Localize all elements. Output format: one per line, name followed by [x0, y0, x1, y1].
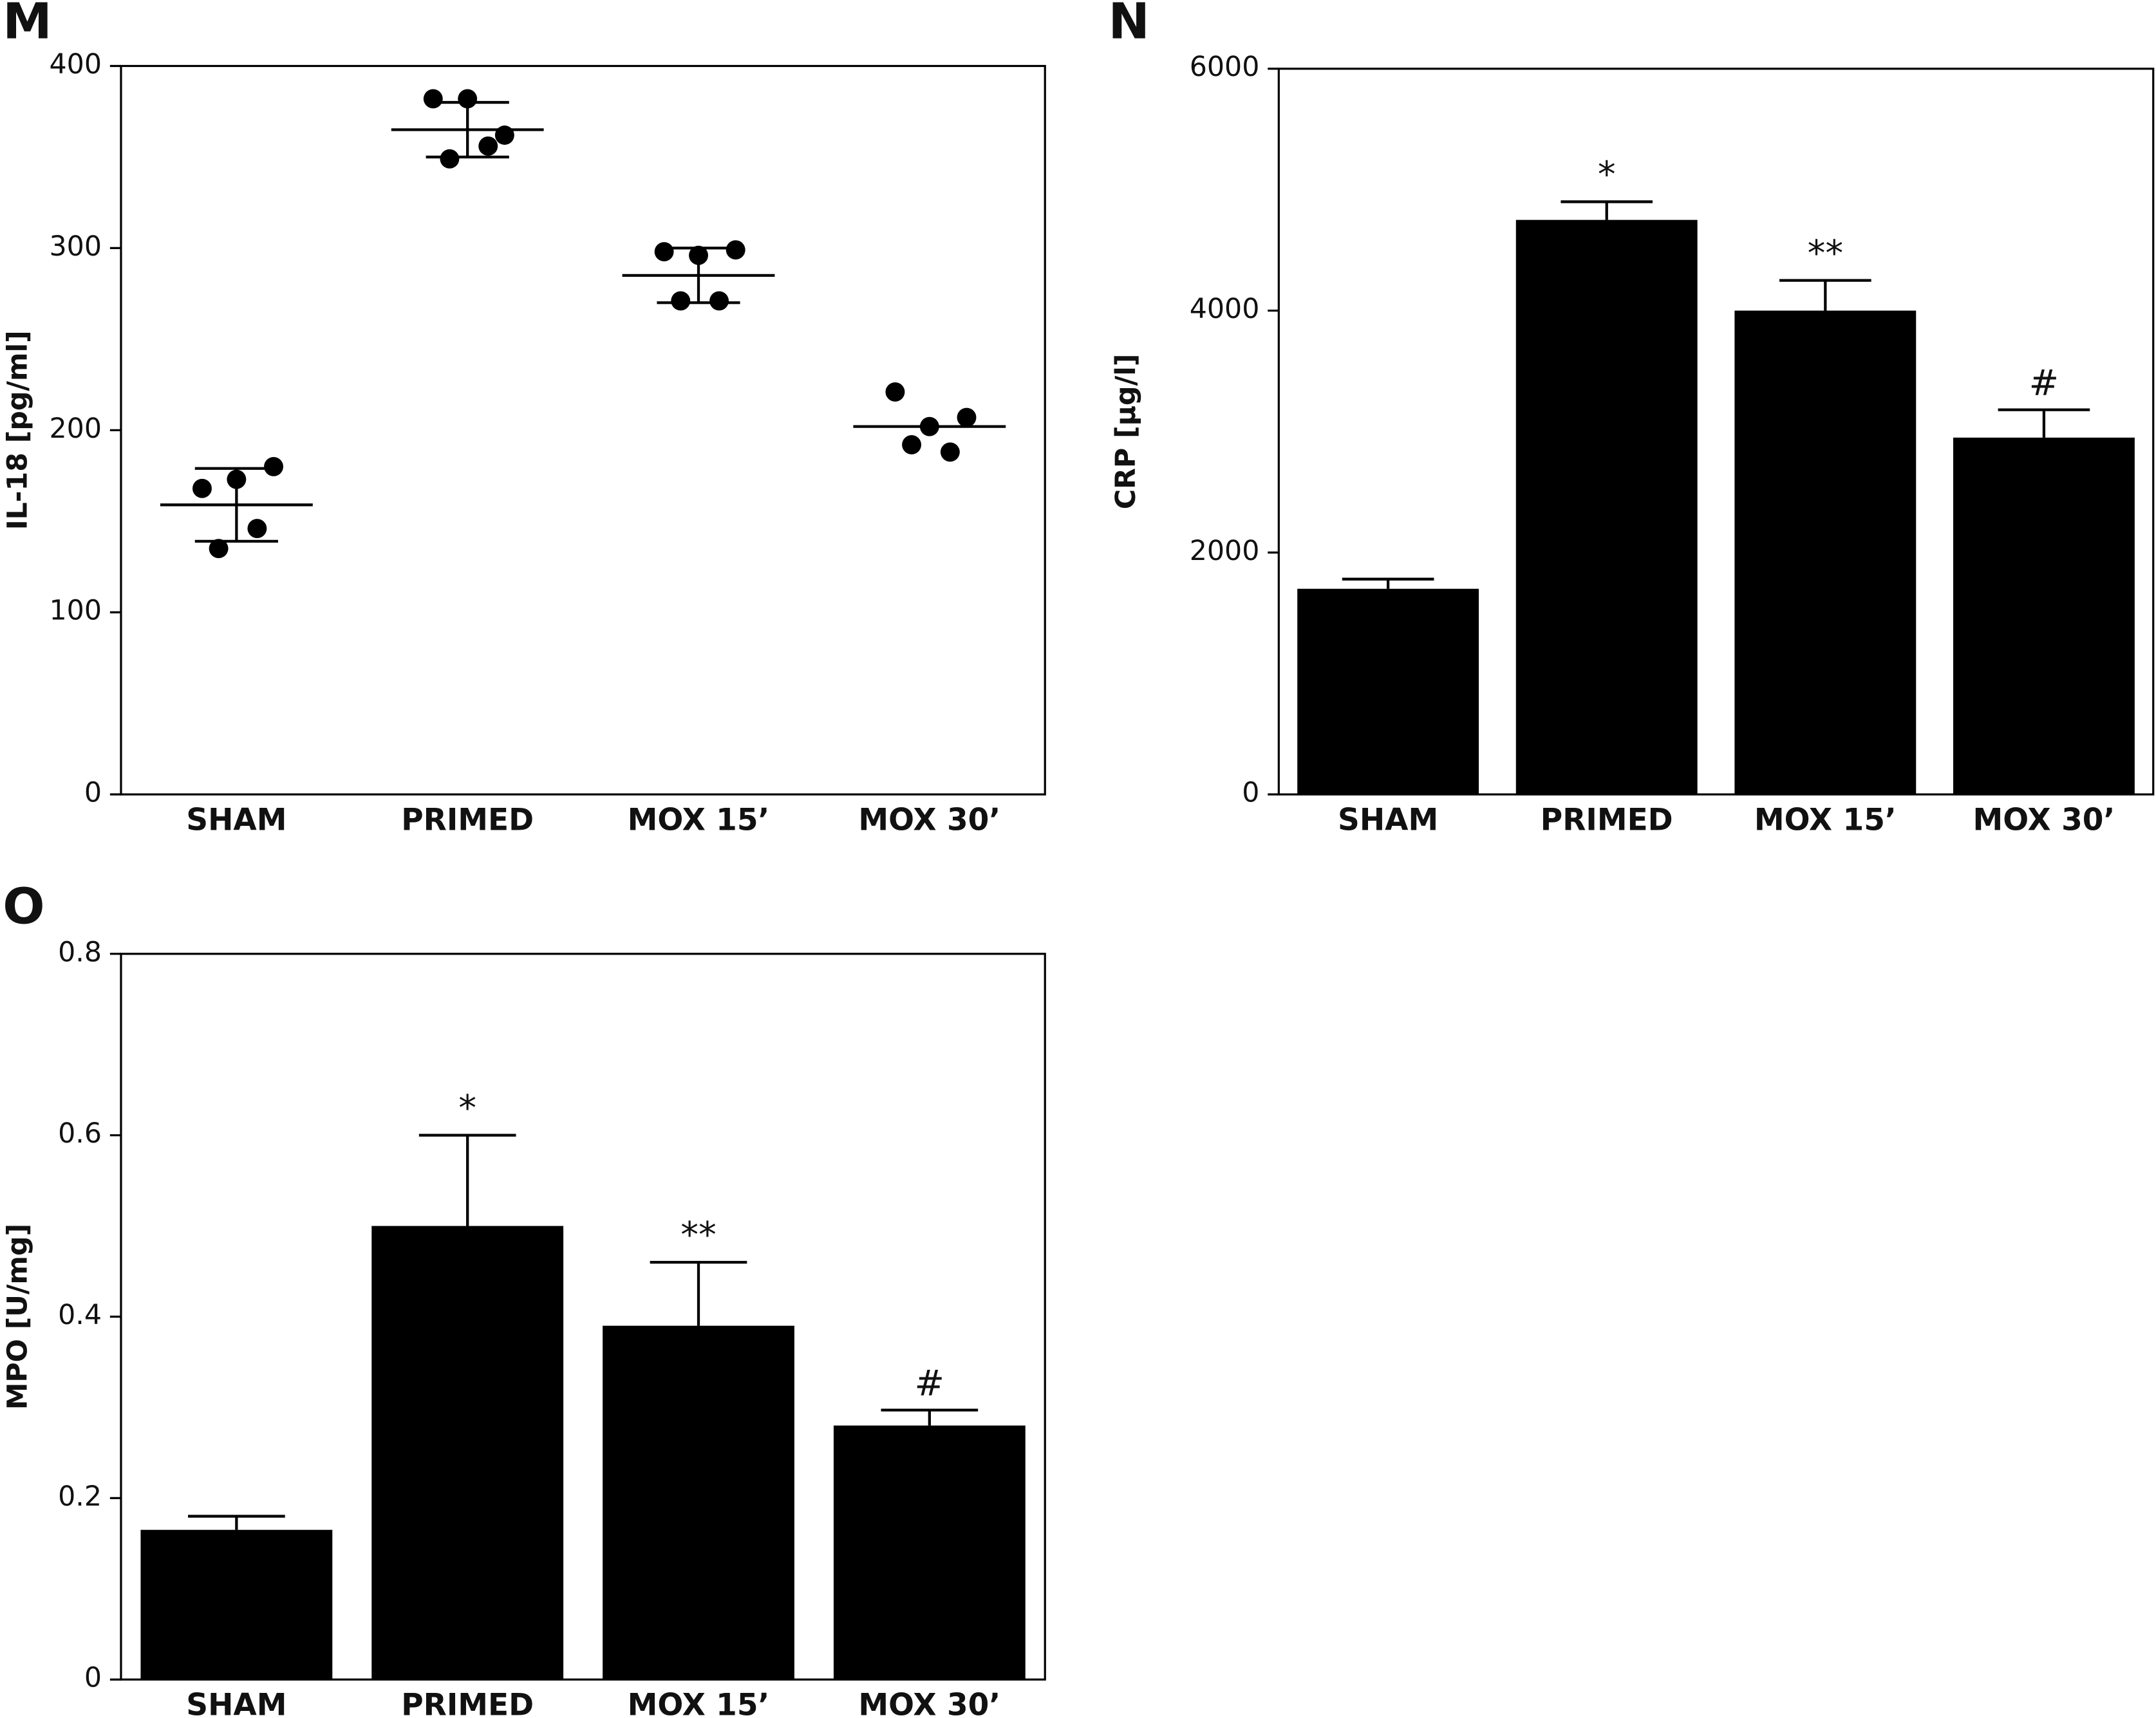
dot	[726, 240, 745, 260]
y-tick-label: 0.8	[58, 936, 102, 968]
x-tick-label: MOX 15’	[628, 1687, 770, 1718]
x-tick-label: MOX 30’	[858, 1687, 1000, 1718]
panel-label: M	[3, 0, 52, 50]
y-tick-label: 0	[84, 1662, 102, 1694]
significance-label: #	[915, 1362, 945, 1404]
panel-label: O	[3, 878, 44, 935]
y-tick-label: 2000	[1190, 535, 1260, 567]
dot	[192, 478, 212, 498]
y-tick-label: 0.6	[58, 1117, 102, 1150]
panel-label: N	[1108, 0, 1149, 50]
y-tick-label: 100	[50, 595, 102, 627]
y-axis-label: CRP [µg/l]	[1110, 354, 1142, 510]
bar	[1297, 588, 1479, 795]
y-tick-label: 4000	[1190, 293, 1260, 325]
bar	[140, 1529, 333, 1680]
x-tick-label: SHAM	[186, 802, 286, 837]
y-axis-label: MPO [U/mg]	[1, 1224, 33, 1410]
dot	[423, 89, 443, 109]
x-tick-label: SHAM	[1338, 802, 1438, 837]
dot	[654, 242, 674, 262]
x-tick-label: MOX 30’	[858, 802, 1000, 837]
significance-label: *	[458, 1087, 476, 1129]
bar	[1953, 437, 2135, 795]
significance-label: *	[1598, 154, 1616, 196]
plot-frame	[1277, 68, 2155, 796]
dot	[209, 539, 229, 559]
dot	[940, 442, 960, 462]
dot	[264, 456, 283, 476]
dot	[440, 149, 460, 169]
y-tick-label: 6000	[1190, 51, 1260, 83]
y-tick-label: 0	[1242, 777, 1259, 809]
dot	[885, 382, 905, 402]
x-tick-label: PRIMED	[401, 802, 534, 837]
bar	[833, 1425, 1026, 1680]
bar	[1515, 219, 1698, 795]
dot	[709, 291, 729, 311]
dot	[957, 407, 977, 427]
y-axis-label: IL-18 [pg/ml]	[1, 330, 33, 530]
y-tick-label: 0.2	[58, 1480, 102, 1513]
x-tick-label: MOX 15’	[1754, 802, 1897, 837]
x-tick-label: PRIMED	[1541, 802, 1673, 837]
bar	[1734, 310, 1917, 795]
plot-frame	[120, 64, 1046, 796]
x-tick-label: MOX 30’	[1973, 802, 2115, 837]
y-tick-label: 0	[84, 777, 102, 809]
dot	[478, 136, 498, 156]
x-tick-label: PRIMED	[401, 1687, 534, 1718]
y-tick-label: 0.4	[58, 1299, 102, 1331]
dot	[247, 519, 267, 539]
significance-label: **	[1808, 232, 1844, 274]
x-tick-label: MOX 15’	[628, 802, 770, 837]
x-tick-label: SHAM	[186, 1687, 286, 1718]
bar	[371, 1226, 564, 1680]
dot	[902, 435, 922, 454]
significance-label: **	[680, 1215, 717, 1256]
y-tick-label: 300	[50, 230, 102, 263]
significance-label: #	[2029, 362, 2059, 404]
dot	[671, 291, 691, 311]
y-tick-label: 200	[50, 413, 102, 445]
y-tick-label: 400	[50, 48, 102, 80]
bar	[603, 1325, 794, 1680]
